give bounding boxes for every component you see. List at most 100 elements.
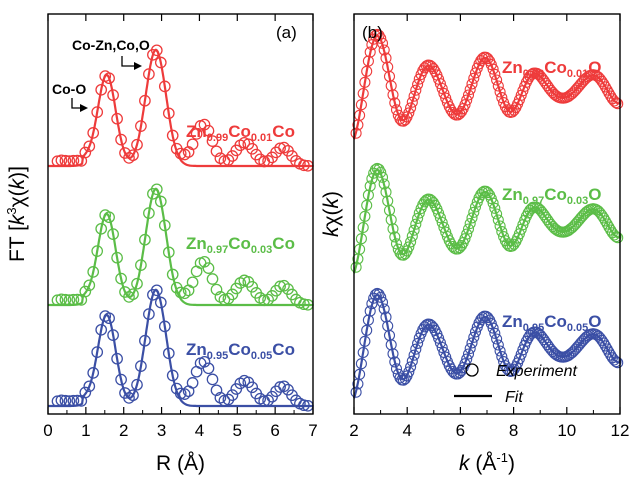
data-point xyxy=(375,32,387,44)
data-point xyxy=(399,248,411,260)
data-point xyxy=(459,99,471,111)
data-point xyxy=(524,329,536,341)
data-point xyxy=(87,266,100,278)
data-point xyxy=(489,202,501,214)
data-point xyxy=(174,147,187,160)
data-point xyxy=(59,154,72,167)
data-point xyxy=(389,356,401,368)
data-point xyxy=(399,373,411,385)
data-point xyxy=(466,78,478,90)
series-label: Zn0.95Co0.05O xyxy=(502,312,602,334)
data-point xyxy=(359,76,371,88)
legend-label-fit: Fit xyxy=(505,389,523,406)
data-point xyxy=(461,94,473,106)
panel-a: Zn0.99Co0.01Co Zn0.97Co0.03Co Zn0.95Co0.05… xyxy=(4,13,318,475)
data-point xyxy=(139,334,151,347)
data-point xyxy=(408,90,420,102)
data-point xyxy=(198,255,211,268)
panel-b: Zn0.99Co0.01O Zn0.97Co0.03O Zn0.95Co0.05O E… xyxy=(320,13,629,475)
annotation-arrow xyxy=(121,56,134,67)
data-point xyxy=(139,94,151,107)
data-point xyxy=(174,387,187,400)
data-point xyxy=(410,343,422,355)
data-point xyxy=(464,83,476,96)
data-point xyxy=(222,292,235,305)
data-point xyxy=(357,221,369,234)
data-point xyxy=(427,196,439,209)
data-point xyxy=(95,323,108,336)
data-point xyxy=(434,212,446,224)
series-label: Zn0.99Co0.01O xyxy=(502,58,602,80)
data-point xyxy=(107,89,119,101)
data-point xyxy=(494,86,506,98)
data-point xyxy=(610,231,622,243)
series-a-1: Zn0.97Co0.03Co xyxy=(48,183,314,311)
x-tick-label: 4 xyxy=(402,421,411,440)
x-tick-label: 6 xyxy=(270,421,279,440)
data-point xyxy=(162,246,175,259)
data-point xyxy=(399,114,411,126)
data-point xyxy=(364,46,376,58)
data-point xyxy=(466,212,478,224)
data-point xyxy=(612,357,624,369)
data-point xyxy=(91,346,104,358)
data-point xyxy=(436,341,448,354)
x-tick-label: 3 xyxy=(157,421,166,440)
data-point xyxy=(150,44,163,57)
data-point xyxy=(375,166,387,178)
data-point xyxy=(55,154,68,167)
data-point xyxy=(369,30,381,42)
data-point xyxy=(492,339,504,351)
data-point xyxy=(394,113,406,125)
panel-label: (a) xyxy=(276,23,297,42)
data-point xyxy=(608,229,620,241)
data-point xyxy=(492,214,504,226)
data-point xyxy=(166,268,179,281)
data-point xyxy=(406,230,418,242)
data-point xyxy=(412,78,424,90)
data-point xyxy=(489,327,501,339)
data-point xyxy=(166,129,179,142)
data-point xyxy=(406,355,418,367)
data-point xyxy=(131,277,143,290)
data-point xyxy=(127,288,139,301)
data-point xyxy=(87,367,100,379)
data-point xyxy=(603,346,615,358)
data-point xyxy=(491,333,503,345)
x-tick-label: 4 xyxy=(195,421,204,440)
data-point xyxy=(596,75,608,87)
data-point xyxy=(459,233,471,245)
data-point xyxy=(162,107,175,120)
data-point xyxy=(135,120,147,132)
data-point xyxy=(406,96,418,108)
data-point xyxy=(461,228,473,240)
data-point xyxy=(362,55,374,67)
data-point xyxy=(135,360,147,372)
data-point xyxy=(107,228,119,240)
data-point xyxy=(362,314,374,326)
data-point xyxy=(115,133,127,146)
data-point xyxy=(376,37,389,49)
data-point xyxy=(350,386,362,398)
series-label: Zn0.97Co0.03O xyxy=(502,185,602,207)
data-point xyxy=(596,209,608,221)
data-point xyxy=(59,394,72,407)
data-point xyxy=(83,380,96,393)
x-tick-label: 5 xyxy=(233,421,242,440)
data-point xyxy=(298,159,310,172)
data-point xyxy=(419,321,431,333)
data-point xyxy=(487,197,499,209)
data-point xyxy=(150,183,163,196)
data-point xyxy=(67,154,80,167)
data-point xyxy=(111,112,123,125)
arrowhead xyxy=(80,104,88,112)
data-point xyxy=(83,279,96,292)
data-point xyxy=(610,356,622,368)
x-tick-label: 6 xyxy=(456,421,465,440)
data-point xyxy=(385,214,397,226)
data-point xyxy=(592,71,604,83)
data-point xyxy=(131,378,143,391)
data-point xyxy=(468,206,480,218)
data-point xyxy=(482,312,494,324)
